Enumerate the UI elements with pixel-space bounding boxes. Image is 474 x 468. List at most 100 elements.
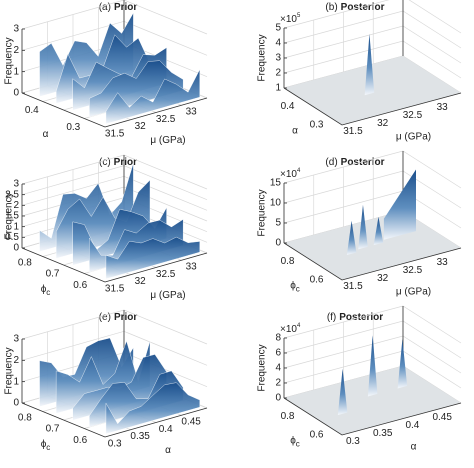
panel-title: (c) Prior: [99, 157, 137, 168]
surface: [105, 236, 200, 280]
x-tick-label: 0.4: [159, 424, 173, 435]
y-tick-label: 0.8: [281, 256, 295, 267]
x-axis-label: μ (GPa): [396, 287, 431, 298]
z-tick-label: 2: [13, 45, 19, 56]
x-tick-label: 31.5: [343, 281, 363, 292]
y-axis-label: ϕc: [41, 284, 51, 297]
panel: (a) Prior 0 1 2 3 Frequency 0.4 0.3 α 31.5 32 32.5 33…: [4, 0, 208, 146]
panel-title: (e) Prior: [99, 312, 138, 323]
z-tick-label: 1.5: [5, 211, 19, 222]
z-tick-label: 1: [13, 66, 19, 77]
y-tick-label: 0.4: [25, 105, 39, 116]
x-tick-label: 32.5: [403, 110, 423, 121]
z-exponent: ×104: [280, 323, 301, 335]
z-axis-label: Frequency: [257, 189, 268, 236]
z-axis-label: Frequency: [257, 34, 268, 81]
z-tick-label: 15: [270, 178, 282, 189]
x-tick-label: 33: [186, 107, 198, 118]
z-tick-label: 3: [13, 334, 19, 345]
x-tick-label: 0.4: [405, 420, 419, 431]
x-tick-label: 32.5: [403, 265, 423, 276]
y-axis-symbol: ϕ: [290, 280, 296, 291]
y-axis-symbol: α: [292, 125, 298, 136]
x-tick-label: 31.5: [105, 283, 125, 294]
z-axis-label: Frequency: [4, 37, 15, 84]
surface: [364, 33, 375, 96]
y-tick-label: 0.7: [46, 269, 60, 280]
x-tick-label: 33: [437, 257, 449, 268]
x-tick-label: 0.35: [130, 431, 150, 442]
y-tick-label: 0.6: [73, 435, 87, 446]
grid-line: [21, 165, 208, 200]
x-tick-label: 32.5: [156, 269, 176, 280]
surface: [358, 204, 368, 250]
x-tick-label: 32: [377, 273, 389, 284]
y-axis-symbol: α: [43, 129, 49, 140]
z-exponent-base: ×10: [280, 324, 297, 335]
z-exponent-base: ×10: [280, 169, 297, 180]
y-axis-subscript: c: [46, 288, 50, 297]
x-tick-label: 31.5: [105, 128, 125, 139]
y-tick-label: 0.3: [66, 122, 80, 133]
z-tick-label: 2: [275, 68, 281, 79]
surface: [105, 69, 200, 125]
panel-label: (e): [99, 312, 111, 323]
z-tick-label: 10: [270, 198, 282, 209]
floor-axes: [21, 247, 208, 283]
z-exponent-base: ×10: [280, 14, 297, 25]
grid-line: [283, 10, 462, 49]
y-axis-label: α: [43, 129, 49, 140]
z-tick-label: 6: [275, 348, 281, 359]
y-axis-symbol: ϕ: [41, 284, 47, 295]
floor-axes: [283, 397, 462, 436]
x-axis-label: μ (GPa): [150, 290, 185, 301]
z-axis-label: Frequency: [4, 192, 15, 239]
panel-label: (b): [325, 2, 337, 13]
z-exponent-power: 4: [297, 323, 301, 329]
z-tick-label: 1: [13, 221, 19, 232]
grid-line: [283, 170, 462, 209]
z-tick-label: 4: [275, 38, 281, 49]
y-tick-label: 0.6: [310, 429, 324, 440]
z-tick-label: 3: [13, 24, 19, 35]
x-tick-label: 33: [186, 262, 198, 273]
y-axis-subscript: c: [46, 443, 50, 452]
z-exponent-power: 4: [297, 168, 301, 174]
y-tick-label: 0.7: [46, 424, 60, 435]
panel-label: (d): [325, 157, 337, 168]
surface: [373, 216, 384, 246]
y-tick-label: 0.6: [73, 280, 87, 291]
floor-axes: [283, 242, 462, 281]
panel-title: (a) Prior: [99, 2, 138, 13]
panel: (c) Prior 00.511.522.53 Frequency 0.8 0.7 0.6 ϕ…: [4, 154, 208, 301]
panel-title-text: Prior: [114, 157, 137, 168]
surface: [337, 368, 348, 416]
y-axis-label: ϕc: [290, 435, 300, 448]
surface-floor: [284, 211, 461, 280]
y-tick-label: 0.3: [310, 119, 324, 130]
z-tick-label: 2.5: [5, 189, 19, 200]
x-axis-label: α: [165, 445, 171, 456]
x-tick-label: 0.45: [432, 412, 452, 423]
z-tick-label: 5: [275, 218, 281, 229]
floor-axes: [21, 402, 208, 438]
x-axis-label: μ (GPa): [396, 132, 431, 143]
z-tick-label: 4: [275, 363, 281, 374]
z-exponent-power: 5: [297, 13, 301, 19]
panel-title-text: Prior: [114, 2, 137, 13]
grid-line: [21, 175, 208, 211]
panel: (e) Prior 0 1 2 3 Frequency 0.8 0.7 0.6 ϕc 0.3 0.35 0…: [4, 309, 208, 456]
grid-line: [283, 0, 462, 34]
z-tick-label: 2: [13, 355, 19, 366]
z-tick-label: 3: [275, 53, 281, 64]
z-tick-label: 1: [13, 376, 19, 387]
grid-line: [283, 25, 462, 64]
y-axis-symbol: ϕ: [290, 435, 296, 446]
panel-label: (f): [327, 312, 336, 323]
floor-axes: [283, 87, 462, 126]
x-tick-label: 0.3: [346, 436, 360, 447]
surface: [346, 220, 357, 256]
surface: [55, 340, 151, 414]
